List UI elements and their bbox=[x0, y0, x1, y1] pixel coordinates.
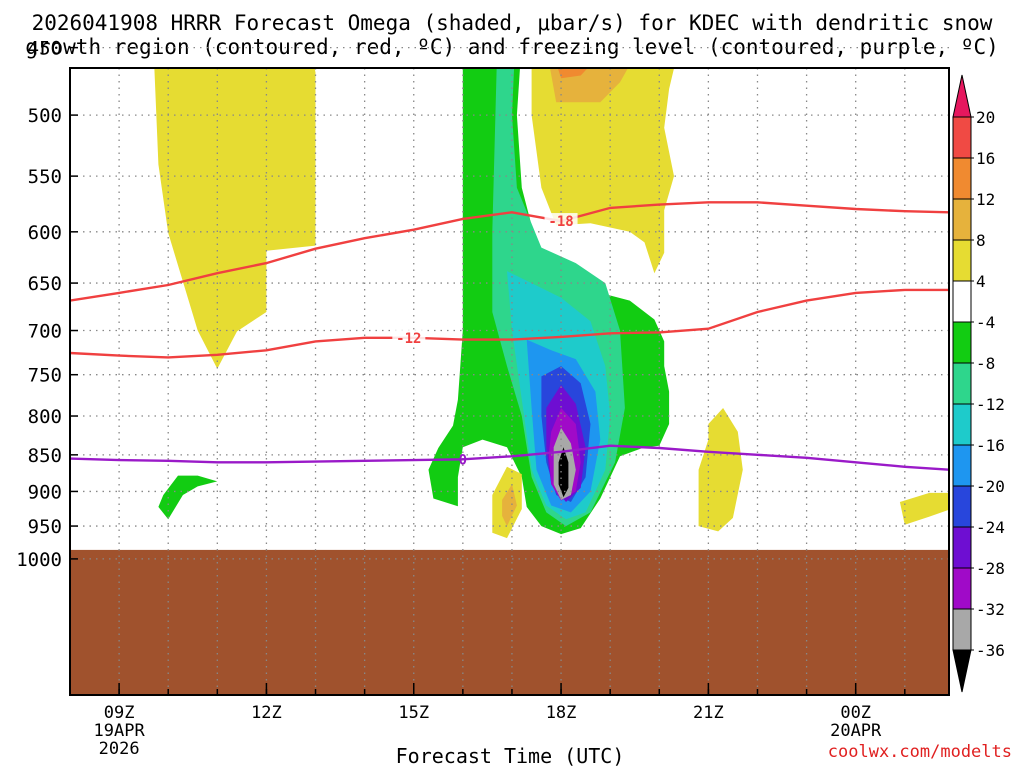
colorbar-box--32-to--36 bbox=[952, 608, 972, 651]
x-tick-label-00Z: 00Z bbox=[840, 703, 871, 723]
colorbar-box--20-to--24 bbox=[952, 485, 972, 528]
chart-title-line-1: 2026041908 HRRR Forecast Omega (shaded, … bbox=[31, 11, 993, 35]
contour-minus-18-isotherm bbox=[70, 201, 949, 302]
colorbar-box-20-to-16 bbox=[952, 116, 972, 159]
contour-minus-12-isotherm bbox=[70, 288, 949, 359]
y-tick-label-1000: 1000 bbox=[16, 549, 62, 571]
x-tick-year-09Z: 2026 bbox=[99, 739, 140, 759]
y-tick-label-650: 650 bbox=[28, 273, 62, 295]
y-tick-label-600: 600 bbox=[28, 222, 62, 244]
colorbar-label--32: -32 bbox=[976, 600, 1005, 619]
colorbar-label-12: 12 bbox=[976, 190, 995, 209]
contour-label-minus-18-isotherm: -18 bbox=[548, 214, 573, 230]
colorbar-label--20: -20 bbox=[976, 477, 1005, 496]
colorbar-box--24-to--28 bbox=[952, 526, 972, 569]
colorbar-label--4: -4 bbox=[976, 313, 995, 332]
colorbar-label-8: 8 bbox=[976, 231, 986, 250]
y-tick-label-550: 550 bbox=[28, 166, 62, 188]
colorbar-box-4-to--4 bbox=[952, 280, 972, 323]
omega-region-upper-right-positive-12 bbox=[557, 68, 588, 79]
plot-frame bbox=[69, 67, 950, 696]
contour-label-bg-minus-12-isotherm bbox=[392, 329, 426, 346]
y-tick-label-850: 850 bbox=[28, 445, 62, 467]
omega-region-right-yellow-strip bbox=[899, 492, 949, 525]
contour-label-zero-isotherm: 0 bbox=[459, 452, 467, 468]
site-credit[interactable]: coolwx.com/modelts bbox=[827, 742, 1012, 762]
y-tick-label-750: 750 bbox=[28, 365, 62, 387]
omega-region-left-green-patch bbox=[158, 475, 218, 520]
x-tick-date-00Z: 20APR bbox=[830, 721, 882, 741]
colorbar-box-16-to-12 bbox=[952, 157, 972, 200]
colorbar-max-arrow bbox=[952, 74, 972, 118]
omega-region-upper-left-positive bbox=[154, 68, 316, 369]
omega-region-upper-right-positive-16 bbox=[551, 0, 581, 59]
x-tick-label-18Z: 18Z bbox=[546, 703, 577, 723]
omega-region-low-orange-1 bbox=[502, 484, 517, 527]
colorbar-label--16: -16 bbox=[976, 436, 1005, 455]
y-tick-label-450: 450 bbox=[28, 38, 62, 60]
omega-region-low-yellow-2 bbox=[698, 408, 743, 532]
colorbar-label--28: -28 bbox=[976, 559, 1005, 578]
colorbar-box--8-to--12 bbox=[952, 362, 972, 405]
x-tick-label-15Z: 15Z bbox=[398, 703, 429, 723]
x-tick-label-09Z: 09Z bbox=[104, 703, 135, 723]
colorbar-label-20: 20 bbox=[976, 108, 995, 127]
colorbar-label-4: 4 bbox=[976, 272, 986, 291]
colorbar-min-arrow bbox=[952, 649, 972, 693]
colorbar-label--12: -12 bbox=[976, 395, 1005, 414]
x-tick-date-09Z: 19APR bbox=[94, 721, 146, 741]
colorbar-box-8-to-4 bbox=[952, 239, 972, 282]
y-tick-label-950: 950 bbox=[28, 516, 62, 538]
ground-layer bbox=[70, 549, 949, 695]
y-tick-label-800: 800 bbox=[28, 406, 62, 428]
colorbar-label--24: -24 bbox=[976, 518, 1005, 537]
y-tick-label-900: 900 bbox=[28, 481, 62, 503]
contour-label-bg-minus-18-isotherm bbox=[544, 213, 578, 230]
omega-region-upper-right-positive-4 bbox=[531, 68, 675, 274]
x-axis-label: Forecast Time (UTC) bbox=[395, 744, 625, 768]
colorbar-box--12-to--16 bbox=[952, 403, 972, 446]
colorbar-box--4-to--8 bbox=[952, 321, 972, 364]
colorbar-label--36: -36 bbox=[976, 641, 1005, 660]
colorbar-box-12-to-8 bbox=[952, 198, 972, 241]
x-tick-label-21Z: 21Z bbox=[693, 703, 724, 723]
colorbar-box--28-to--32 bbox=[952, 567, 972, 610]
y-tick-label-500: 500 bbox=[28, 105, 62, 127]
colorbar-box--16-to--20 bbox=[952, 444, 972, 487]
colorbar-label-16: 16 bbox=[976, 149, 995, 168]
x-tick-label-12Z: 12Z bbox=[251, 703, 282, 723]
y-tick-label-700: 700 bbox=[28, 321, 62, 343]
colorbar-label--8: -8 bbox=[976, 354, 995, 373]
contour-zero-isotherm bbox=[70, 444, 949, 471]
contour-label-minus-12-isotherm: -12 bbox=[396, 331, 421, 347]
